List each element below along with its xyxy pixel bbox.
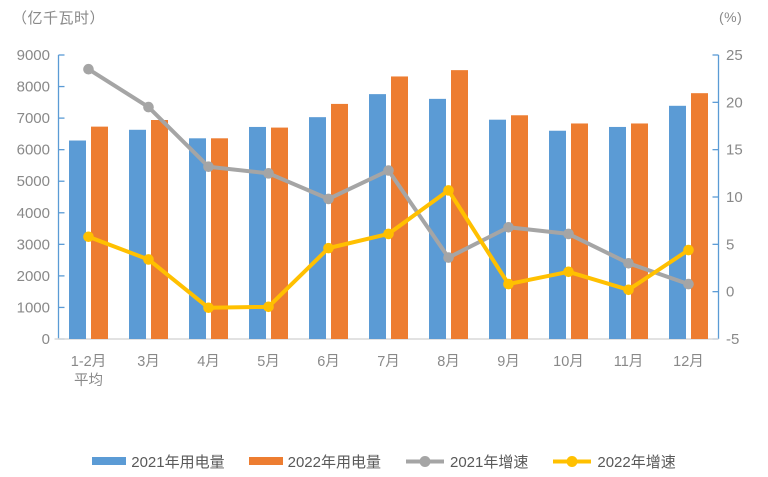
point-2021年增速-1-2月 [83,63,94,75]
bar-2022年用电量-12月 [691,93,708,339]
point-2022年增速-5月 [263,301,274,313]
point-2021年增速-4月 [203,161,214,173]
bar-2022年用电量-11月 [631,123,648,339]
point-2022年增速-4月 [203,302,214,314]
point-2022年增速-3月 [143,254,154,265]
legend-swatch-2021-bar-icon [92,457,127,465]
legend-swatch-2021-line-icon [406,455,444,467]
left-axis-unit-label: （亿千瓦时） [12,10,106,27]
x-axis-category-label: 7月 [377,354,400,370]
legend-swatch-2022-line-icon [553,455,592,467]
point-2021年增速-10月 [563,228,574,240]
bar-2021年用电量-10月 [549,130,566,339]
bar-2022年用电量-4月 [211,138,228,339]
bar-2022年用电量-6月 [331,103,348,340]
bar-2021年用电量-12月 [669,105,686,339]
point-2022年增速-8月 [443,185,454,196]
bar-2021年用电量-6月 [309,117,326,339]
bar-2022年用电量-10月 [571,123,588,339]
chart-legend: 2021年用电量 2022年用电量 2021年增速 2022年增速 [0,450,768,472]
x-axis-category-label: 4月 [197,354,220,370]
bar-2021年用电量-4月 [189,138,206,339]
point-2022年增速-11月 [623,284,634,296]
right-axis-tick-label: 0 [726,284,734,301]
point-2021年增速-12月 [683,278,694,290]
point-2021年增速-6月 [323,193,334,205]
chart-canvas: 0 1000 2000 3000 4000 5000 6000 7000 8000 9000 -5 0… [17,47,743,389]
left-axis-tick-label: 9000 [17,47,50,64]
bar-2021年用电量-8月 [429,98,446,340]
point-2022年增速-7月 [383,228,394,240]
left-axis-tick-label: 7000 [17,110,50,127]
bar-2022年用电量-3月 [151,120,168,339]
point-2021年增速-3月 [143,101,154,113]
x-axis-category-label: 1-2月 [71,354,106,370]
x-axis-category-label: 10月 [553,354,584,370]
point-2022年增速-9月 [503,278,514,290]
right-axis-tick-label: 15 [726,142,743,159]
legend-label-2022-consumption: 2022年用电量 [287,453,381,471]
legend-item-2021-growth: 2021年增速 [405,451,528,472]
left-axis-tick-label: 3000 [17,236,50,253]
legend-item-2022-growth: 2022年增速 [552,451,676,472]
x-axis-category-label: 5月 [257,354,280,370]
point-2021年增速-8月 [443,252,454,263]
bar-2022年用电量-1-2月 [91,126,108,340]
x-axis-category-label: 12月 [673,354,704,370]
left-axis-tick-label: 6000 [17,142,50,159]
right-axis-tick-label: -5 [726,331,739,348]
legend-label-2021-consumption: 2021年用电量 [131,453,225,471]
right-axis-tick-label: 10 [726,189,743,206]
x-axis-category-label: 9月 [497,354,520,370]
bar-2021年用电量-3月 [129,129,146,339]
legend-label-2021-growth: 2021年增速 [450,453,529,471]
left-axis-tick-label: 1000 [17,299,50,316]
left-axis-tick-label: 0 [42,331,50,348]
point-2021年增速-9月 [503,221,514,233]
x-axis-category-label: 8月 [437,354,460,370]
bar-2021年用电量-9月 [489,119,506,339]
bar-2022年用电量-7月 [391,76,408,340]
legend-item-2021-consumption: 2021年用电量 [92,451,225,472]
x-axis-category-label: 平均 [74,372,103,389]
x-axis-category-label: 6月 [317,354,340,370]
left-axis-tick-label: 5000 [17,173,50,190]
point-2022年增速-1-2月 [83,231,94,243]
left-axis-tick-label: 2000 [17,268,50,285]
bar-2021年用电量-5月 [249,126,266,340]
bar-2021年用电量-1-2月 [69,140,86,339]
legend-label-2022-growth: 2022年增速 [597,453,676,471]
legend-item-2022-consumption: 2022年用电量 [248,451,381,472]
point-2022年增速-12月 [683,244,694,256]
point-2021年增速-5月 [263,168,274,179]
x-axis-category-label: 3月 [137,354,160,370]
point-2021年增速-7月 [383,165,394,176]
bar-2021年用电量-7月 [369,94,386,339]
right-axis-tick-label: 5 [726,236,734,253]
right-axis-unit-label: (%) [719,9,743,25]
left-axis-tick-label: 4000 [17,205,50,222]
bar-2021年用电量-11月 [609,126,626,340]
x-axis-category-label: 11月 [614,354,644,370]
point-2022年增速-6月 [323,242,334,254]
right-axis-tick-label: 20 [726,94,743,111]
legend-swatch-2022-bar-icon [248,457,283,465]
point-2021年增速-11月 [623,257,634,269]
point-2022年增速-10月 [563,266,574,278]
line-2021年增速 [86,67,691,287]
left-axis-tick-label: 8000 [17,79,50,96]
right-axis-tick-label: 25 [726,47,743,64]
